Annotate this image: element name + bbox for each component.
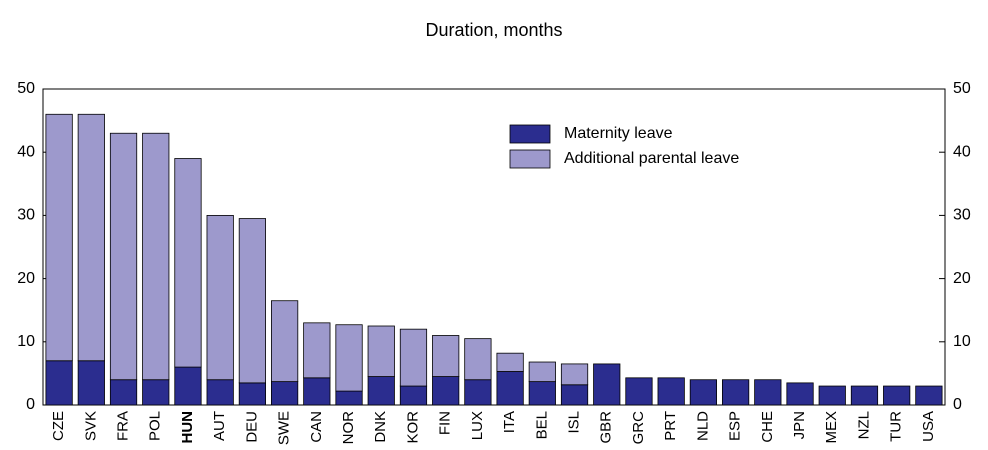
- bar-segment: [399, 328, 428, 387]
- bar-segment: [142, 379, 170, 406]
- x-tick-label: ITA: [501, 411, 518, 433]
- bar-segment: [303, 377, 331, 406]
- x-tick-label: GBR: [598, 411, 615, 444]
- bar-segment: [142, 132, 170, 381]
- x-tick-label: SWE: [276, 411, 293, 445]
- bar-segment: [303, 322, 331, 379]
- x-tick-label: ESP: [727, 411, 744, 441]
- bar-segment: [77, 113, 105, 362]
- x-tick-label: ISL: [566, 411, 583, 434]
- x-tick-label: CHE: [759, 411, 776, 443]
- bar-segment: [399, 385, 428, 406]
- bar-segment: [270, 381, 299, 406]
- x-tick-label: FIN: [437, 411, 454, 435]
- bar-segment: [174, 366, 202, 406]
- y2-tick-label: 50: [953, 80, 971, 97]
- x-tick-label: JPN: [791, 411, 808, 439]
- bar-segment: [560, 363, 589, 386]
- bar-segment: [238, 382, 267, 406]
- y2-tick-label: 20: [953, 270, 971, 287]
- x-tick-label: TUR: [888, 411, 905, 442]
- x-tick-label: NZL: [855, 411, 872, 439]
- x-tick-label: LUX: [469, 411, 486, 440]
- y-tick-label: 10: [17, 333, 35, 350]
- x-tick-label: GRC: [630, 411, 647, 445]
- bar-segment: [464, 379, 492, 406]
- chart-title: Duration, months: [425, 20, 562, 40]
- x-tick-label: PRT: [662, 411, 679, 441]
- bar-segment: [786, 382, 814, 406]
- bar-segment: [625, 377, 653, 406]
- bar-segment: [528, 381, 556, 406]
- bar-segment: [335, 324, 363, 392]
- legend-swatch: [509, 149, 551, 169]
- x-tick-label: SVK: [82, 411, 99, 441]
- bar-segment: [883, 385, 911, 406]
- bar-segment: [657, 377, 685, 406]
- bar-segment: [850, 385, 879, 406]
- bar-segment: [496, 352, 524, 372]
- bar-segment: [432, 376, 460, 406]
- x-tick-label: POL: [147, 411, 164, 441]
- bar-segment: [560, 384, 589, 406]
- bar-segment: [174, 158, 202, 368]
- y-tick-label: 50: [17, 80, 35, 97]
- y-tick-label: 0: [26, 396, 35, 413]
- x-tick-label: CZE: [50, 411, 67, 441]
- bar-segment: [109, 132, 138, 381]
- x-tick-label: MEX: [823, 411, 840, 444]
- bar-segment: [721, 379, 750, 406]
- bar-segment: [270, 300, 299, 383]
- x-tick-label: NOR: [340, 411, 357, 445]
- bar-segment: [432, 335, 460, 377]
- bar-segment: [206, 379, 234, 406]
- bar-segment: [593, 363, 621, 406]
- bar-segment: [754, 379, 782, 406]
- bar-segment: [109, 379, 138, 406]
- x-tick-label: AUT: [211, 411, 228, 441]
- y-tick-label: 30: [17, 207, 35, 224]
- x-tick-label: DNK: [372, 411, 389, 443]
- x-tick-label: NLD: [694, 411, 711, 441]
- bar-segment: [818, 385, 846, 406]
- y2-tick-label: 40: [953, 143, 971, 160]
- bar-segment: [689, 379, 718, 406]
- bar-segment: [45, 360, 73, 406]
- legend-label: Additional parental leave: [564, 150, 739, 167]
- legend-swatch: [509, 124, 551, 144]
- x-tick-label: DEU: [243, 411, 260, 443]
- bar-segment: [238, 218, 267, 384]
- x-tick-label: USA: [920, 411, 937, 442]
- bar-segment: [464, 338, 492, 381]
- y-tick-label: 20: [17, 270, 35, 287]
- y2-tick-label: 10: [953, 333, 971, 350]
- legend-label: Maternity leave: [564, 125, 673, 142]
- x-tick-label: BEL: [533, 411, 550, 439]
- bar-segment: [45, 113, 73, 362]
- x-tick-label: FRA: [115, 411, 132, 441]
- bar-segment: [367, 325, 395, 377]
- x-tick-label: CAN: [308, 411, 325, 443]
- y2-tick-label: 30: [953, 207, 971, 224]
- bar-segment: [77, 360, 105, 406]
- bar-segment: [915, 385, 943, 406]
- bar-segment: [367, 376, 395, 406]
- x-tick-label: HUN: [179, 411, 196, 444]
- bar-segment: [335, 390, 363, 406]
- y2-tick-label: 0: [953, 396, 962, 413]
- bar-segment: [528, 361, 556, 383]
- x-tick-label: KOR: [404, 411, 421, 444]
- bar-segment: [206, 214, 234, 381]
- plot-frame: [42, 88, 946, 406]
- bar-segment: [496, 371, 524, 406]
- y-tick-label: 40: [17, 143, 35, 160]
